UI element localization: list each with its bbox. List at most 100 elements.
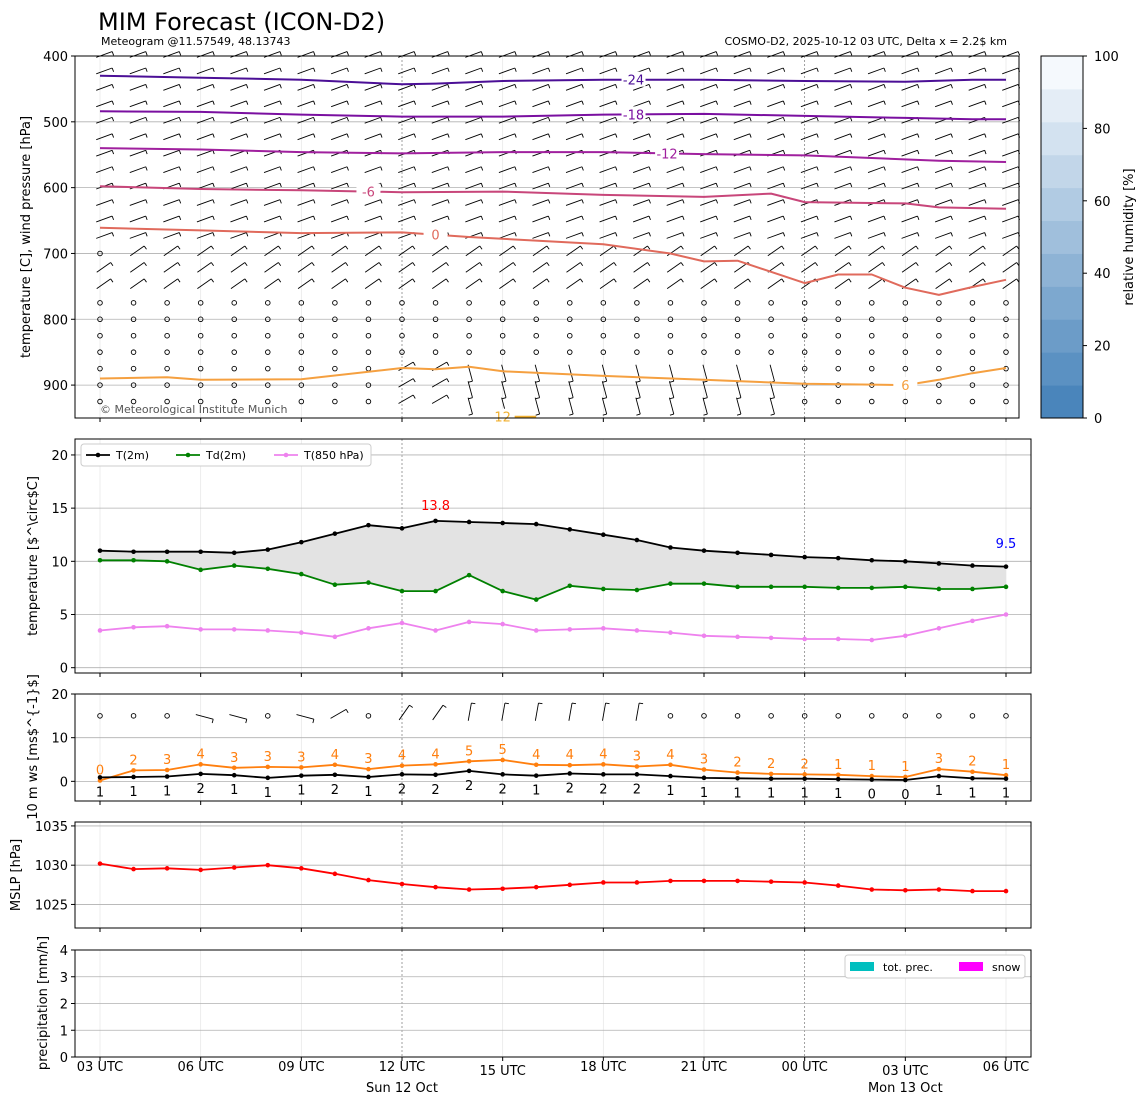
wind-barb [968, 149, 985, 157]
calm-circle [499, 300, 506, 306]
wind-barb-flag [984, 166, 987, 171]
calm-circle [97, 332, 103, 339]
t2m-line-point [433, 518, 438, 524]
wind-barb [565, 116, 583, 124]
wind-barb [534, 381, 541, 398]
t850-line-point [802, 636, 807, 642]
wind-barb-flag [447, 84, 450, 89]
t2m-line-point [332, 531, 338, 536]
wind-barb [431, 67, 448, 75]
calm-circle [298, 332, 305, 339]
wind-barb-flag [680, 278, 684, 283]
wind-barb [465, 245, 481, 257]
wind-barb-flag [669, 413, 674, 416]
wind-barb-flag [883, 166, 886, 171]
mslp-line-point [735, 878, 740, 884]
wind-barb [767, 182, 784, 190]
wind-barb [398, 262, 413, 273]
mean-wind-label: 1 [297, 784, 305, 799]
wind-barb-flag [145, 199, 148, 204]
wind-barb-flag [581, 51, 584, 56]
wind-barb [901, 262, 917, 273]
wind-barb [633, 245, 648, 257]
colorbar-label: relative humidity [%] [1122, 168, 1137, 305]
wind-barb-flag [412, 361, 416, 366]
wind-barb-flag [279, 166, 282, 171]
wind-barb-flag [514, 133, 517, 138]
calm-circle [499, 349, 506, 355]
calm-circle [634, 316, 640, 323]
wind-barb [398, 245, 413, 257]
wind-barb [230, 84, 247, 91]
calm-circle [97, 365, 103, 372]
wind-barb-flag [246, 84, 249, 89]
mean-wind-line [99, 770, 1007, 781]
wind-barb-flag [145, 84, 148, 89]
gust-label: 4 [532, 748, 540, 763]
wind-barb-flag [480, 84, 484, 89]
wind-barb-flag [446, 394, 450, 399]
mslp-line-point [936, 887, 942, 892]
wind-barb-flag [648, 183, 651, 188]
wind-panel: 0 2 3 4 3 3 3 4 3 4 4 5 5 4 4 4 3 4 3 2 2 2 1 1 1 3 2 1 1 1 1 2 1 1 1 2 1 2 2 2… [26, 674, 1032, 820]
wind-barb-flag [648, 67, 651, 72]
wind-barb [867, 67, 885, 75]
wind-barb [968, 84, 985, 91]
t2m-line-point [500, 520, 505, 526]
wind-barb [767, 232, 784, 239]
wind-barb-flag [111, 51, 115, 56]
calm-circle [969, 398, 976, 405]
wind-barb [666, 215, 683, 223]
t2m-line-point [802, 554, 807, 560]
wind-barb-flag [380, 84, 383, 89]
gust-line-point [231, 765, 237, 771]
wind-barb-flag [781, 262, 785, 266]
wind-barb [733, 182, 750, 190]
mean-wind-label: 1 [532, 784, 540, 799]
wind-barb [465, 116, 482, 124]
wind-barb-flag [950, 67, 953, 72]
wind-barb-flag [548, 67, 551, 72]
temp-ylabel: temperature [$^\circ$C] [26, 476, 41, 636]
wind-barb [901, 133, 918, 141]
wind-barb [297, 133, 314, 141]
wind-barb [130, 245, 145, 257]
wind-barb [901, 232, 918, 239]
t2m-line-point [164, 549, 170, 555]
t2m-line-point [231, 550, 237, 556]
time-tick-label: 15 UTC [479, 1064, 525, 1079]
wind-barb-flag [781, 245, 785, 250]
calm-circle [265, 300, 271, 306]
y-tick-label: 1035 [35, 820, 68, 835]
calm-circle [1003, 316, 1009, 323]
td2m-line-point [835, 585, 841, 591]
wind-barb-flag [749, 232, 752, 237]
wind-barb [968, 245, 984, 257]
wind-barb-flag [246, 67, 249, 72]
y-tick-label: 10 [51, 732, 68, 747]
t850-line-point [299, 630, 304, 635]
wind-barb-flag [346, 67, 349, 72]
y-tick-label: 1 [60, 1024, 68, 1039]
mean-wind-label: 2 [633, 782, 641, 797]
wind-barb-flag [278, 245, 282, 250]
wind-barb-flag [749, 133, 752, 138]
isotherm-line [99, 74, 1006, 86]
wind-barb [398, 84, 415, 91]
wind-barb [633, 262, 648, 273]
gust-label: 2 [129, 753, 137, 768]
gust-label: 2 [767, 757, 775, 772]
wind-barb [398, 67, 415, 75]
wind-barb-flag [178, 150, 182, 155]
wind-barb [733, 84, 750, 91]
wind-barb-flag [412, 278, 416, 283]
wind-barb-flag [615, 100, 618, 105]
wind-barb [1002, 199, 1019, 206]
td2m-line-point [164, 559, 170, 564]
td2m-line-point [802, 584, 807, 590]
gust-line-point [1003, 772, 1009, 778]
wind-barb-flag [581, 166, 584, 171]
wind-barb-flag [950, 183, 953, 188]
calm-circle [130, 365, 137, 372]
wind-barb-flag [615, 133, 618, 138]
